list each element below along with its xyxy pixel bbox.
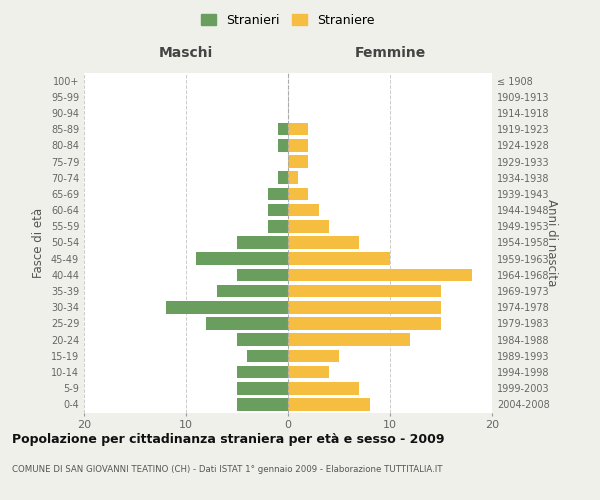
Bar bbox=[237, 268, 288, 281]
Bar bbox=[288, 252, 390, 265]
Bar bbox=[217, 285, 288, 298]
Bar bbox=[268, 204, 288, 216]
Bar bbox=[288, 220, 329, 232]
Bar bbox=[166, 301, 288, 314]
Bar bbox=[288, 172, 298, 184]
Bar bbox=[237, 366, 288, 378]
Bar bbox=[196, 252, 288, 265]
Bar bbox=[206, 317, 288, 330]
Bar bbox=[237, 236, 288, 249]
Bar bbox=[288, 155, 308, 168]
Text: Popolazione per cittadinanza straniera per età e sesso - 2009: Popolazione per cittadinanza straniera p… bbox=[12, 432, 445, 446]
Bar bbox=[288, 285, 441, 298]
Bar bbox=[288, 268, 472, 281]
Bar bbox=[288, 350, 339, 362]
Bar bbox=[288, 301, 441, 314]
Bar bbox=[278, 123, 288, 136]
Bar bbox=[288, 139, 308, 151]
Bar bbox=[237, 398, 288, 410]
Bar bbox=[288, 123, 308, 136]
Bar bbox=[268, 220, 288, 232]
Bar bbox=[247, 350, 288, 362]
Bar bbox=[288, 398, 370, 410]
Text: Maschi: Maschi bbox=[159, 46, 213, 60]
Bar bbox=[237, 334, 288, 346]
Bar bbox=[288, 366, 329, 378]
Y-axis label: Anni di nascita: Anni di nascita bbox=[545, 199, 558, 286]
Bar bbox=[288, 334, 410, 346]
Bar bbox=[288, 204, 319, 216]
Bar bbox=[237, 382, 288, 394]
Bar bbox=[288, 382, 359, 394]
Legend: Stranieri, Straniere: Stranieri, Straniere bbox=[196, 8, 380, 32]
Bar bbox=[278, 172, 288, 184]
Bar bbox=[288, 317, 441, 330]
Text: Femmine: Femmine bbox=[355, 46, 425, 60]
Bar bbox=[288, 188, 308, 200]
Bar bbox=[278, 139, 288, 151]
Text: COMUNE DI SAN GIOVANNI TEATINO (CH) - Dati ISTAT 1° gennaio 2009 - Elaborazione : COMUNE DI SAN GIOVANNI TEATINO (CH) - Da… bbox=[12, 465, 443, 474]
Bar bbox=[268, 188, 288, 200]
Y-axis label: Fasce di età: Fasce di età bbox=[32, 208, 45, 278]
Bar bbox=[288, 236, 359, 249]
